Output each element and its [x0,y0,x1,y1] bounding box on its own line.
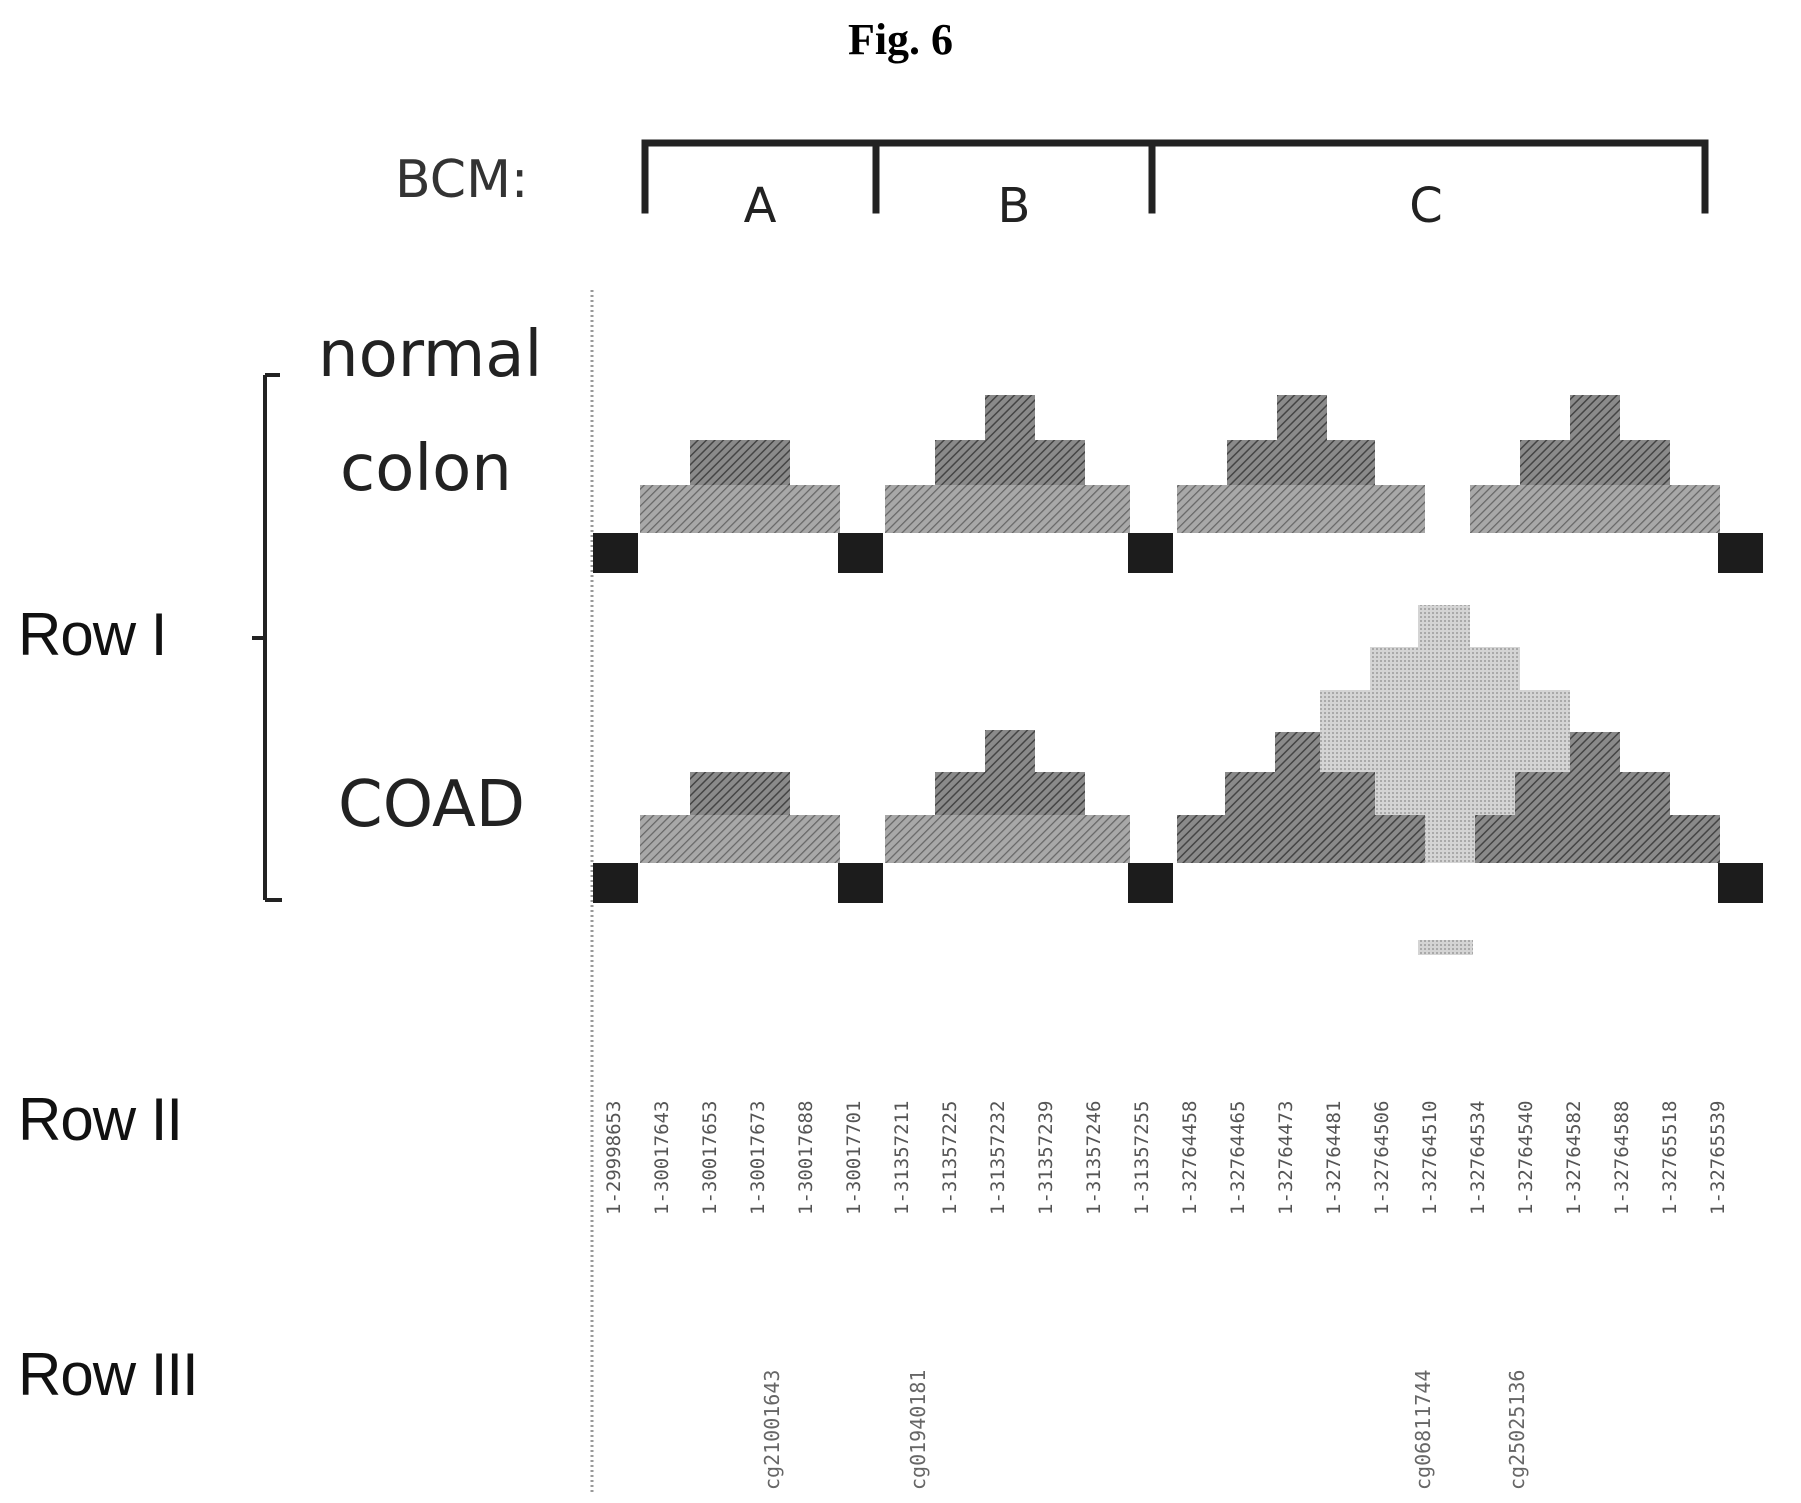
row2-label-9: 1-31357239 [1035,1101,1057,1215]
row2-label-0: 1-29998653 [603,1101,625,1215]
row3-label-3: cg25025136 [1505,1370,1529,1490]
bcm-segment-c: C [1409,178,1443,234]
row2-label-15: 1-32764481 [1323,1101,1345,1215]
row2-label-23: 1-32765539 [1707,1101,1729,1215]
row2-label-19: 1-32764540 [1515,1101,1537,1215]
row2-label-21: 1-32764588 [1611,1101,1633,1215]
sample-label-normal-line1: normal [318,318,543,392]
row2-label-7: 1-31357225 [939,1101,961,1215]
figure-title: Fig. 6 [847,15,954,64]
row2-label-12: 1-32764458 [1179,1101,1201,1215]
row3-label-0: cg21001643 [760,1370,784,1490]
row2-label-17: 1-32764510 [1419,1101,1441,1215]
row2-label-6: 1-31357211 [891,1101,913,1215]
row2-label-3: 1-30017673 [747,1101,769,1215]
row2-label-22: 1-32765518 [1659,1101,1681,1215]
coad-profile [593,605,1763,903]
bcm-segment-a: A [744,178,777,234]
normal-colon-profile [593,395,1763,573]
row2-label-11: 1-31357255 [1131,1101,1153,1215]
row2-label-13: 1-32764465 [1227,1101,1249,1215]
row2-label-18: 1-32764534 [1467,1101,1489,1215]
bcm-label: BCM: [395,150,529,210]
bcm-bracket [641,139,1709,214]
row-label-1: Row I [18,601,167,668]
row3-label-1: cg01940181 [906,1370,930,1490]
row2-label-4: 1-30017688 [795,1101,817,1215]
sample-label-normal-line2: colon [340,432,512,506]
row3-label-group: cg21001643 cg01940181 cg06811744 cg25025… [760,1370,1529,1490]
row2-label-8: 1-31357232 [987,1101,1009,1215]
row2-label-20: 1-32764582 [1563,1101,1585,1215]
row2-label-16: 1-32764506 [1371,1101,1393,1215]
bcm-segment-b: B [998,178,1031,234]
row1-bracket [252,373,282,902]
row-label-2: Row II [18,1086,183,1153]
row2-label-1: 1-30017643 [651,1101,673,1215]
row2-label-10: 1-31357246 [1083,1101,1105,1215]
highlight-marker [1418,940,1473,955]
row2-label-5: 1-30017701 [843,1101,865,1215]
row3-label-2: cg06811744 [1411,1370,1435,1490]
row2-label-2: 1-30017653 [699,1101,721,1215]
sample-label-tumor: COAD [338,768,525,842]
row-label-3: Row III [18,1341,199,1408]
row2-label-14: 1-32764473 [1275,1101,1297,1215]
row2-label-group: 1-29998653 1-30017643 1-30017653 1-30017673… [603,1101,1729,1215]
